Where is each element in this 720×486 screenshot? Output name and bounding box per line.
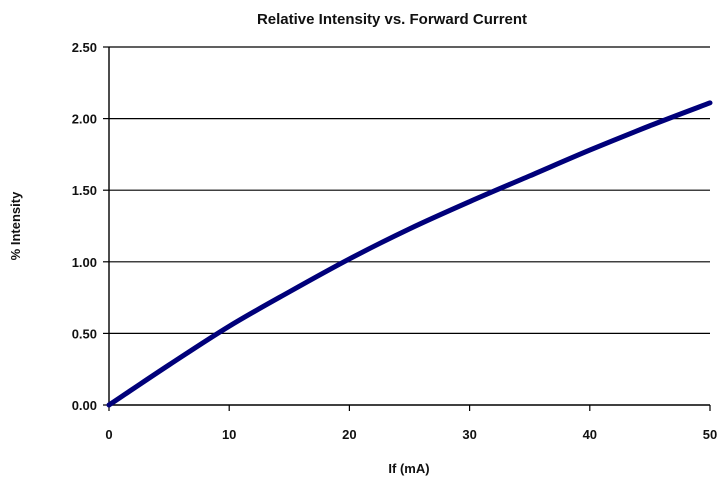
x-tick-label: 40 bbox=[583, 427, 597, 442]
x-tick-label: 20 bbox=[342, 427, 356, 442]
y-tick-label: 2.50 bbox=[72, 40, 97, 55]
y-axis-label: % Intensity bbox=[8, 191, 23, 260]
x-tick-label: 30 bbox=[462, 427, 476, 442]
x-axis-ticks: 0 10 20 30 40 50 bbox=[105, 405, 717, 442]
y-tick-label: 0.00 bbox=[72, 398, 97, 413]
x-tick-label: 0 bbox=[105, 427, 112, 442]
axes bbox=[108, 47, 710, 406]
y-tick-label: 2.00 bbox=[72, 112, 97, 127]
x-tick-label: 50 bbox=[703, 427, 717, 442]
x-axis-label: If (mA) bbox=[388, 461, 429, 476]
y-tick-label: 1.00 bbox=[72, 255, 97, 270]
chart-title: Relative Intensity vs. Forward Current bbox=[257, 11, 527, 28]
series-layer bbox=[106, 100, 713, 408]
y-tick-label: 1.50 bbox=[72, 183, 97, 198]
y-axis-ticks: 0.00 0.50 1.00 1.50 2.00 2.50 bbox=[72, 40, 109, 413]
x-tick-label: 10 bbox=[222, 427, 236, 442]
y-tick-label: 0.50 bbox=[72, 326, 97, 341]
gridlines bbox=[109, 46, 710, 334]
series-line bbox=[106, 100, 713, 408]
